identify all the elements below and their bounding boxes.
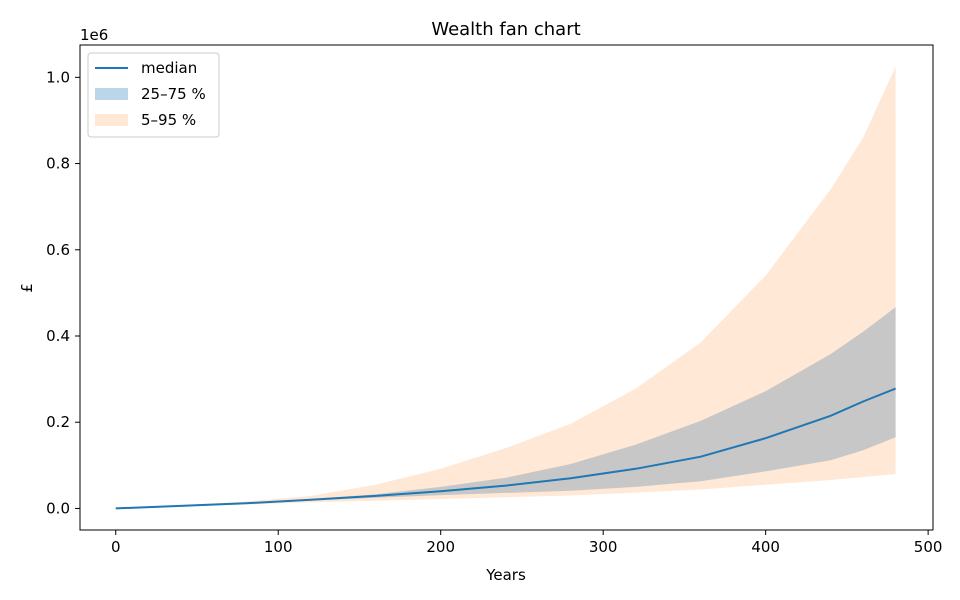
x-tick-label: 0 bbox=[111, 538, 121, 556]
y-tick-label: 1.0 bbox=[46, 68, 70, 86]
bands-layer bbox=[115, 66, 896, 509]
plot-frame bbox=[79, 44, 934, 531]
y-tick-label: 0.4 bbox=[46, 327, 70, 345]
y-tick-label: 0.8 bbox=[46, 155, 70, 173]
y-tick-label: 0.0 bbox=[46, 499, 70, 517]
x-tick-label: 400 bbox=[751, 538, 780, 556]
series-line-median bbox=[115, 387, 896, 510]
y-tick-label: 0.6 bbox=[46, 241, 70, 259]
y-axis-label: £ bbox=[18, 283, 36, 293]
legend-label: 25–75 % bbox=[141, 85, 206, 103]
y-axis: 0.0 0.2 0.4 0.6 0.8 1.0 bbox=[46, 68, 80, 517]
legend-swatch bbox=[95, 88, 128, 100]
lines-layer bbox=[115, 387, 896, 510]
x-tick-label: 300 bbox=[589, 538, 618, 556]
legend: median 25–75 % 5–95 % bbox=[87, 52, 220, 138]
band-5-95 bbox=[115, 66, 896, 509]
y-tick-label: 0.2 bbox=[46, 413, 70, 431]
band-25-75 bbox=[115, 307, 896, 509]
x-axis-label: Years bbox=[485, 566, 526, 584]
x-tick-label: 500 bbox=[914, 538, 943, 556]
x-tick-label: 100 bbox=[264, 538, 293, 556]
legend-label: 5–95 % bbox=[141, 111, 196, 129]
x-tick-label: 200 bbox=[426, 538, 455, 556]
chart-title: Wealth fan chart bbox=[431, 19, 580, 40]
legend-label: median bbox=[141, 59, 197, 77]
legend-swatch bbox=[95, 114, 128, 126]
x-axis: 0 100 200 300 400 500 bbox=[111, 530, 942, 556]
y-scale-label: 1e6 bbox=[80, 26, 108, 44]
